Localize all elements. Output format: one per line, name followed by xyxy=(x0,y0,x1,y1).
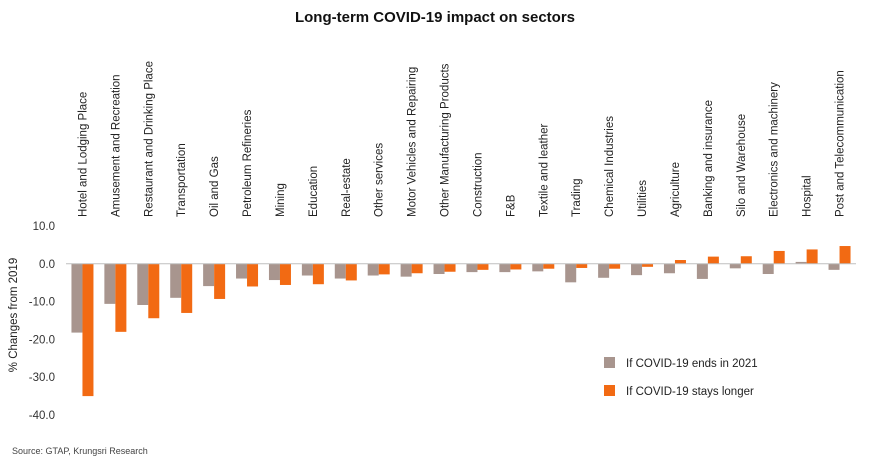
bar-ends-2021 xyxy=(631,263,643,276)
bar-ends-2021 xyxy=(565,263,577,283)
bar-stays-longer xyxy=(773,250,785,264)
bar-stays-longer xyxy=(609,263,621,269)
bar-ends-2021 xyxy=(795,261,807,264)
bar-stays-longer xyxy=(543,263,555,269)
bars xyxy=(71,246,851,397)
bar-ends-2021 xyxy=(137,263,149,306)
legend: If COVID-19 ends in 2021 If COVID-19 sta… xyxy=(604,357,758,398)
category-label: Trading xyxy=(571,178,583,217)
bar-stays-longer xyxy=(411,263,423,274)
bar-ends-2021 xyxy=(104,263,116,304)
bar-ends-2021 xyxy=(663,263,675,274)
legend-label-stays-longer: If COVID-19 stays longer xyxy=(626,386,754,398)
bar-stays-longer xyxy=(312,263,324,285)
category-labels: Hotel and Lodging Place Amusement and Rec… xyxy=(77,61,846,217)
category-label: Utilities xyxy=(637,180,649,217)
category-label: Agriculture xyxy=(670,162,682,217)
bar-stays-longer xyxy=(477,263,489,270)
bar-ends-2021 xyxy=(170,263,182,298)
bar-ends-2021 xyxy=(499,263,511,273)
bar-stays-longer xyxy=(576,263,588,268)
category-label: Amusement and Recreation xyxy=(110,74,122,217)
y-tick-label: 0.0 xyxy=(39,259,55,271)
source-note: Source: GTAP, Krungsri Research xyxy=(12,446,148,456)
category-label: Hotel and Lodging Place xyxy=(77,92,89,217)
bar-stays-longer xyxy=(806,249,818,264)
bar-stays-longer xyxy=(148,263,160,319)
bar-stays-longer xyxy=(839,246,851,264)
bar-ends-2021 xyxy=(367,263,379,276)
category-label: Oil and Gas xyxy=(209,156,221,217)
y-tick-label: 10.0 xyxy=(33,221,55,233)
bar-stays-longer xyxy=(674,260,686,264)
y-tick-label: -30.0 xyxy=(29,372,55,384)
category-label: Electronics and machinery xyxy=(769,82,781,217)
legend-label-ends-2021: If COVID-19 ends in 2021 xyxy=(626,358,758,370)
bar-stays-longer xyxy=(740,256,752,264)
y-tick-label: -20.0 xyxy=(29,334,55,346)
legend-swatch-ends-2021 xyxy=(604,357,615,368)
bar-stays-longer xyxy=(247,263,259,287)
bar-stays-longer xyxy=(214,263,226,299)
bar-stays-longer xyxy=(345,263,357,281)
category-label: Real-estate xyxy=(341,158,353,217)
y-axis-title: % Changes from 2019 xyxy=(8,258,20,372)
category-label: Chemical Industries xyxy=(604,116,616,217)
bar-stays-longer xyxy=(444,263,456,272)
bar-ends-2021 xyxy=(532,263,544,272)
bar-ends-2021 xyxy=(203,263,215,287)
bar-ends-2021 xyxy=(466,263,478,273)
y-tick-label: -40.0 xyxy=(29,410,55,422)
category-label: Hospital xyxy=(802,175,814,217)
bar-ends-2021 xyxy=(828,263,840,270)
category-label: Motor Vehicles and Repairing xyxy=(407,67,419,217)
bar-stays-longer xyxy=(181,263,193,313)
category-label: Transportation xyxy=(176,143,188,217)
category-label: F&B xyxy=(505,194,517,217)
bar-ends-2021 xyxy=(334,263,346,279)
bar-stays-longer xyxy=(707,256,719,264)
category-label: Other services xyxy=(374,143,386,217)
bar-ends-2021 xyxy=(433,263,445,275)
y-tick-label: -10.0 xyxy=(29,297,55,309)
bar-stays-longer xyxy=(82,263,94,397)
chart-title: Long-term COVID-19 impact on sectors xyxy=(295,9,575,26)
category-label: Textile and leather xyxy=(538,123,550,217)
category-label: Banking and insurance xyxy=(703,100,715,217)
bar-ends-2021 xyxy=(729,263,741,269)
bar-ends-2021 xyxy=(236,263,248,279)
bar-ends-2021 xyxy=(762,263,774,275)
bar-stays-longer xyxy=(115,263,127,332)
category-label: Mining xyxy=(275,183,287,217)
legend-swatch-stays-longer xyxy=(604,385,615,396)
category-label: Education xyxy=(308,166,320,217)
y-axis: 10.0 0.0 -10.0 -20.0 -30.0 -40.0 xyxy=(29,221,55,422)
bar-stays-longer xyxy=(642,263,654,267)
bar-ends-2021 xyxy=(598,263,610,278)
bar-stays-longer xyxy=(510,263,522,270)
category-label: Restaurant and Drinking Place xyxy=(143,61,155,217)
bar-stays-longer xyxy=(378,263,390,275)
bar-stays-longer xyxy=(279,263,291,285)
category-label: Other Manufacturing Products xyxy=(440,63,452,217)
bar-ends-2021 xyxy=(696,263,708,279)
category-label: Construction xyxy=(472,152,484,217)
bar-ends-2021 xyxy=(400,263,412,277)
bar-ends-2021 xyxy=(301,263,313,276)
bar-ends-2021 xyxy=(268,263,280,281)
category-label: Petroleum Refineries xyxy=(242,109,254,217)
category-label: Post and Telecommunication xyxy=(835,70,847,217)
category-label: Silo and Warehouse xyxy=(736,114,748,217)
bar-ends-2021 xyxy=(71,263,83,333)
